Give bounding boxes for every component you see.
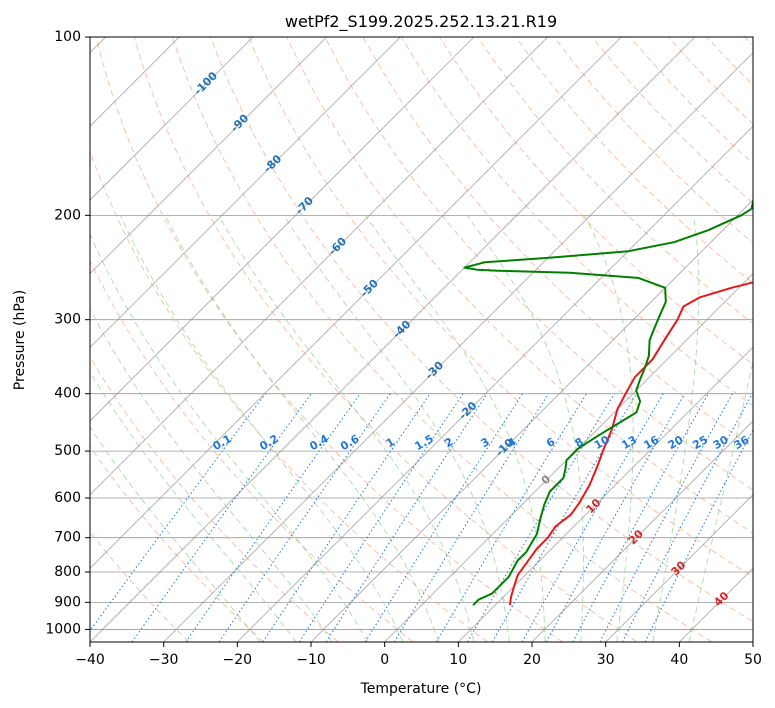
mixing-ratio-line	[572, 393, 709, 642]
dry-adiabat-line	[286, 37, 753, 534]
dry-adiabat-line	[171, 37, 712, 642]
isotherm-line	[90, 37, 548, 496]
moist-adiabat-line	[164, 215, 439, 642]
plot-area: -100-90-80-70-60-50-40-30-20-10010203040…	[90, 37, 753, 642]
y-tick-label: 500	[54, 443, 81, 459]
y-tick-label: 200	[54, 207, 81, 223]
profile-lines	[463, 187, 753, 606]
dewpoint-series-line	[463, 187, 753, 606]
isotherm-line	[384, 273, 753, 642]
isotherm-line	[90, 37, 696, 642]
dry-adiabat-line	[90, 356, 339, 642]
dry-adiabat-line	[210, 37, 753, 623]
mixing-ratio-line	[298, 393, 464, 642]
x-tick-label: 20	[523, 652, 541, 668]
y-tick-label: 700	[54, 530, 81, 546]
dry-adiabat-line	[324, 37, 753, 491]
moist-adiabat-line	[90, 370, 297, 642]
x-tick-label: −30	[149, 652, 179, 668]
dry-adiabat-line	[90, 445, 264, 642]
dry-adiabat-line	[515, 37, 753, 284]
dry-adiabat-line	[248, 37, 753, 578]
x-tick-label: 10	[449, 652, 467, 668]
plot-frame	[89, 36, 754, 643]
moist-adiabat-line	[90, 233, 369, 642]
y-tick-label: 1000	[45, 621, 81, 637]
mixing-ratio-line	[491, 393, 637, 642]
moist-adiabat-line	[90, 426, 261, 642]
y-tick-label: 300	[54, 312, 81, 328]
mixing-ratio-line	[545, 393, 686, 642]
dry-adiabat-line	[95, 37, 563, 642]
mixing-ratio-line	[435, 393, 587, 642]
x-tick-label: −40	[75, 652, 105, 668]
background-reference-lines	[90, 37, 753, 642]
y-axis-title: Pressure (hPa)	[12, 290, 28, 390]
chart-title: wetPf2_S199.2025.252.13.21.R19	[285, 12, 557, 32]
y-tick-label: 100	[54, 29, 81, 45]
x-tick-label: −10	[296, 652, 326, 668]
isotherm-line	[163, 52, 753, 642]
isotherm-line	[458, 346, 753, 642]
y-tick-label: 600	[54, 490, 81, 506]
isotherm-line	[90, 37, 254, 201]
mixing-ratio-line	[393, 393, 550, 642]
x-axis-title: Temperature (°C)	[360, 681, 482, 697]
x-tick-label: 30	[597, 652, 615, 668]
isotherm-line	[90, 37, 401, 348]
x-axis-ticks: −40 −30 −20 −10 0 10 20 30 40 50	[75, 642, 762, 668]
y-tick-label: 900	[54, 594, 81, 610]
x-tick-label: −20	[223, 652, 253, 668]
x-tick-label: 0	[380, 652, 389, 668]
moist-adiabat-line	[90, 308, 333, 642]
moist-adiabat-line	[652, 215, 700, 642]
isotherm-line	[237, 125, 753, 642]
isotherm-line	[90, 37, 327, 275]
isotherm-line	[310, 199, 753, 642]
moist-adiabat-line	[466, 215, 584, 642]
isotherm-line	[90, 37, 622, 569]
mixing-ratio-line	[325, 393, 488, 642]
x-tick-label: 50	[744, 652, 762, 668]
mixing-ratio-line	[364, 393, 524, 642]
mixing-ratio-line	[521, 393, 664, 642]
mixing-ratio-line	[644, 428, 753, 642]
temperature-series-line	[508, 281, 753, 606]
y-tick-label: 800	[54, 564, 81, 580]
moist-adiabat-line	[365, 215, 546, 642]
dry-adiabat-line	[133, 37, 638, 642]
isotherm-line	[90, 37, 475, 422]
dry-adiabat-line	[90, 259, 414, 642]
y-tick-label: 400	[54, 386, 81, 402]
mixing-ratio-line	[262, 393, 431, 642]
moist-adiabat-line	[218, 215, 475, 642]
moist-adiabat-line	[283, 215, 510, 642]
x-tick-label: 40	[670, 652, 688, 668]
mixing-ratio-line	[467, 393, 615, 642]
moist-adiabat-line	[120, 215, 404, 642]
mixing-ratio-line	[131, 393, 312, 642]
y-axis-ticks: 100 200 300 400 500 600 700 800 900 1000	[45, 29, 90, 637]
isotherm-line	[605, 494, 753, 642]
moist-adiabat-line	[583, 215, 634, 642]
isotherm-line	[531, 420, 753, 642]
